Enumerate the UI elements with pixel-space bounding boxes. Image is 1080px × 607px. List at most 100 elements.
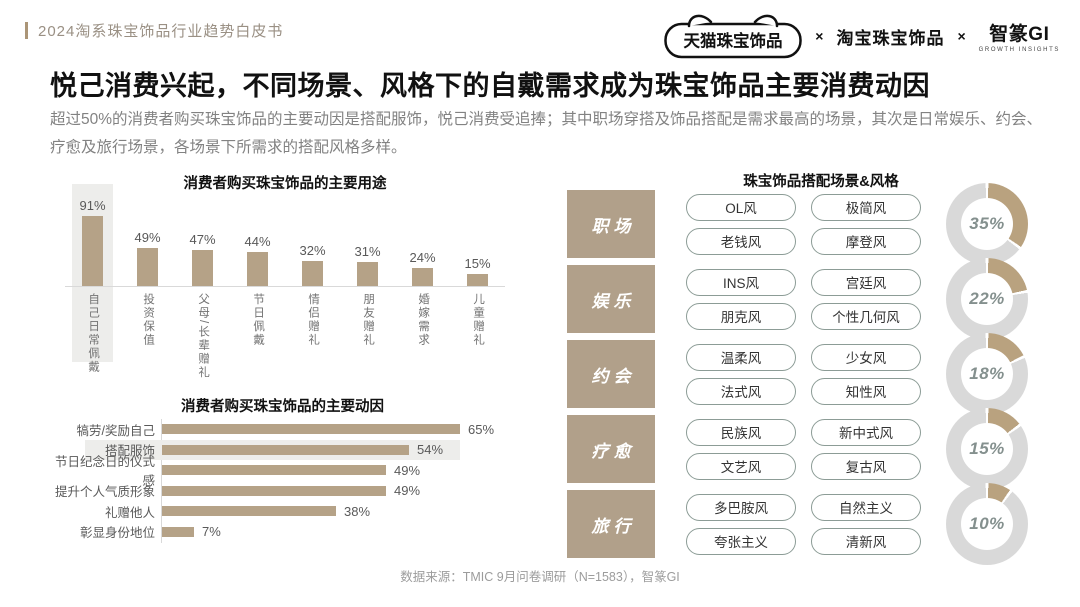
scene-label-block: 职场 xyxy=(567,190,655,258)
data-source-note: 数据来源：TMIC 9月问卷调研（N=1583），智篆GI xyxy=(400,570,680,584)
motivation-bar-wrap: 49% xyxy=(162,463,420,478)
motivation-bar-wrap: 7% xyxy=(162,524,221,539)
usage-bar-zone: 15% xyxy=(450,188,505,286)
usage-chart-axis xyxy=(65,286,505,287)
motivation-row: 搭配服饰 54% xyxy=(45,439,520,461)
header: 2024淘系珠宝饰品行业趋势白皮书 xyxy=(25,20,283,41)
usage-bar xyxy=(357,262,378,286)
motivation-bar xyxy=(162,485,386,496)
usage-bar xyxy=(302,261,323,286)
tmall-cat-logo: 天猫珠宝饰品 xyxy=(664,14,803,59)
scene-share-donut: 15% xyxy=(946,408,1028,490)
motivation-bar xyxy=(162,526,194,537)
style-pill: INS风 xyxy=(686,268,796,296)
usage-bar-column: 44% 节日佩戴 xyxy=(230,188,285,397)
style-pill: 少女风 xyxy=(811,343,921,371)
scene-share-donut: 18% xyxy=(946,333,1028,415)
motivation-bar-wrap: 49% xyxy=(162,483,420,498)
style-pill: 摩登风 xyxy=(811,227,921,255)
tmall-logo-label: 天猫珠宝饰品 xyxy=(684,31,783,51)
usage-bar-category: 朋友赠礼 xyxy=(362,293,375,347)
motivation-bar-value: 7% xyxy=(202,524,221,540)
motivation-bar xyxy=(162,465,386,476)
usage-bar-category: 儿童赠礼 xyxy=(472,293,485,347)
usage-bar-column: 49% 投资保值 xyxy=(120,188,175,397)
style-pill-grid: 温柔风 少女风 法式风 知性风 xyxy=(686,343,921,405)
style-pill-grid: 多巴胺风 自然主义 夸张主义 清新风 xyxy=(686,493,921,555)
usage-bar-zone: 44% xyxy=(230,188,285,286)
style-pill-grid: 民族风 新中式风 文艺风 复古风 xyxy=(686,418,921,480)
page-subtitle: 超过50%的消费者购买珠宝饰品的主要动因是搭配服饰，悦己消费受追捧；其中职场穿搭… xyxy=(50,111,1043,156)
usage-bar-value: 32% xyxy=(299,243,326,258)
style-pill: 复古风 xyxy=(811,452,921,480)
brand-logos: 天猫珠宝饰品 × 淘宝珠宝饰品 × 智篆GI GROWTH INSIGHTS xyxy=(664,13,1060,59)
motivation-label: 提升个人气质形象 xyxy=(54,485,155,500)
motivation-chart: 犒劳/奖励自己 65% 搭配服饰 54% 节日纪念日的仪式感 49% 提升个人气质形象 49%… xyxy=(45,419,520,543)
usage-chart: 91% 自己日常佩戴 49% 投资保值 47% 父母/长辈赠礼 44% 节日佩戴 32% 情侣赠礼… xyxy=(65,184,505,397)
scene-label-block: 娱乐 xyxy=(567,265,655,333)
style-pill: 法式风 xyxy=(686,377,796,405)
motivation-bar-wrap: 38% xyxy=(162,504,370,519)
style-pill: 极简风 xyxy=(811,193,921,221)
usage-bar-category: 投资保值 xyxy=(142,293,155,347)
motivation-label: 节日纪念日的仪式感 xyxy=(54,455,155,489)
scene-label-block: 约会 xyxy=(567,340,655,408)
usage-bar-value: 47% xyxy=(189,232,216,247)
taobao-logo-label: 淘宝珠宝饰品 xyxy=(836,28,945,48)
motivation-row: 提升个人气质形象 49% xyxy=(45,481,520,502)
usage-bar xyxy=(467,274,488,286)
usage-bar-value: 15% xyxy=(464,256,491,271)
motivation-label: 犒劳/奖励自己 xyxy=(76,423,155,438)
style-pill: 宫廷风 xyxy=(811,268,921,296)
style-pill: 个性几何风 xyxy=(811,302,921,330)
scene-share-donut: 35% xyxy=(946,183,1028,265)
header-accent-bar xyxy=(25,22,28,39)
usage-bar-zone: 32% xyxy=(285,188,340,286)
motivation-label: 礼赠他人 xyxy=(104,505,155,520)
usage-bar-category: 婚嫁需求 xyxy=(417,293,430,347)
usage-bar-column: 32% 情侣赠礼 xyxy=(285,188,340,397)
motivation-row: 节日纪念日的仪式感 49% xyxy=(45,455,520,488)
gi-logo-sublabel: GROWTH INSIGHTS xyxy=(978,47,1060,53)
scene-share-value: 10% xyxy=(961,498,1013,550)
usage-bar xyxy=(82,216,103,286)
usage-bar-zone: 49% xyxy=(120,188,175,286)
motivation-bar-wrap: 54% xyxy=(162,442,443,457)
usage-bar-value: 44% xyxy=(244,234,271,249)
scene-panel-title: 珠宝饰品搭配场景&风格 xyxy=(743,174,899,190)
style-pill: 多巴胺风 xyxy=(686,493,796,521)
scene-label-block: 旅行 xyxy=(567,490,655,558)
style-pill: 自然主义 xyxy=(811,493,921,521)
scene-share-donut: 10% xyxy=(946,483,1028,565)
style-pill: 老钱风 xyxy=(686,227,796,255)
motivation-chart-title: 消费者购买珠宝饰品的主要动因 xyxy=(181,399,384,415)
motivation-label: 彰显身份地位 xyxy=(79,526,155,541)
motivation-bar-value: 49% xyxy=(394,462,421,478)
motivation-chart-axis xyxy=(161,419,162,543)
gi-logo-label: 智篆GI xyxy=(989,24,1050,45)
motivation-bar-value: 49% xyxy=(394,483,421,499)
motivation-bar-wrap: 65% xyxy=(162,422,494,437)
logo-separator-icon: × xyxy=(957,28,966,44)
usage-bar-zone: 91% xyxy=(65,188,120,286)
usage-bar-value: 49% xyxy=(134,230,161,245)
style-pill: 民族风 xyxy=(686,418,796,446)
motivation-row: 彰显身份地位 7% xyxy=(45,522,520,543)
logo-separator-icon: × xyxy=(815,28,824,44)
usage-bar-zone: 31% xyxy=(340,188,395,286)
usage-bar xyxy=(247,252,268,286)
scene-share-value: 22% xyxy=(961,273,1013,325)
motivation-bar-value: 65% xyxy=(468,421,495,437)
scene-share-value: 15% xyxy=(961,423,1013,475)
motivation-bar xyxy=(162,444,409,455)
style-pill: OL风 xyxy=(686,193,796,221)
usage-bar-value: 31% xyxy=(354,244,381,259)
usage-bar xyxy=(137,248,158,286)
style-pill: 夸张主义 xyxy=(686,527,796,555)
scene-row: 疗愈 民族风 新中式风 文艺风 复古风 15% xyxy=(567,408,1030,490)
usage-bar xyxy=(192,250,213,286)
usage-bar-column: 24% 婚嫁需求 xyxy=(395,188,450,397)
motivation-bar xyxy=(162,424,460,435)
scene-rows: 职场 OL风 极简风 老钱风 摩登风 35% 娱乐 INS风 宫廷风 朋克风 个性几何风 22% 约会温… xyxy=(567,183,1030,565)
